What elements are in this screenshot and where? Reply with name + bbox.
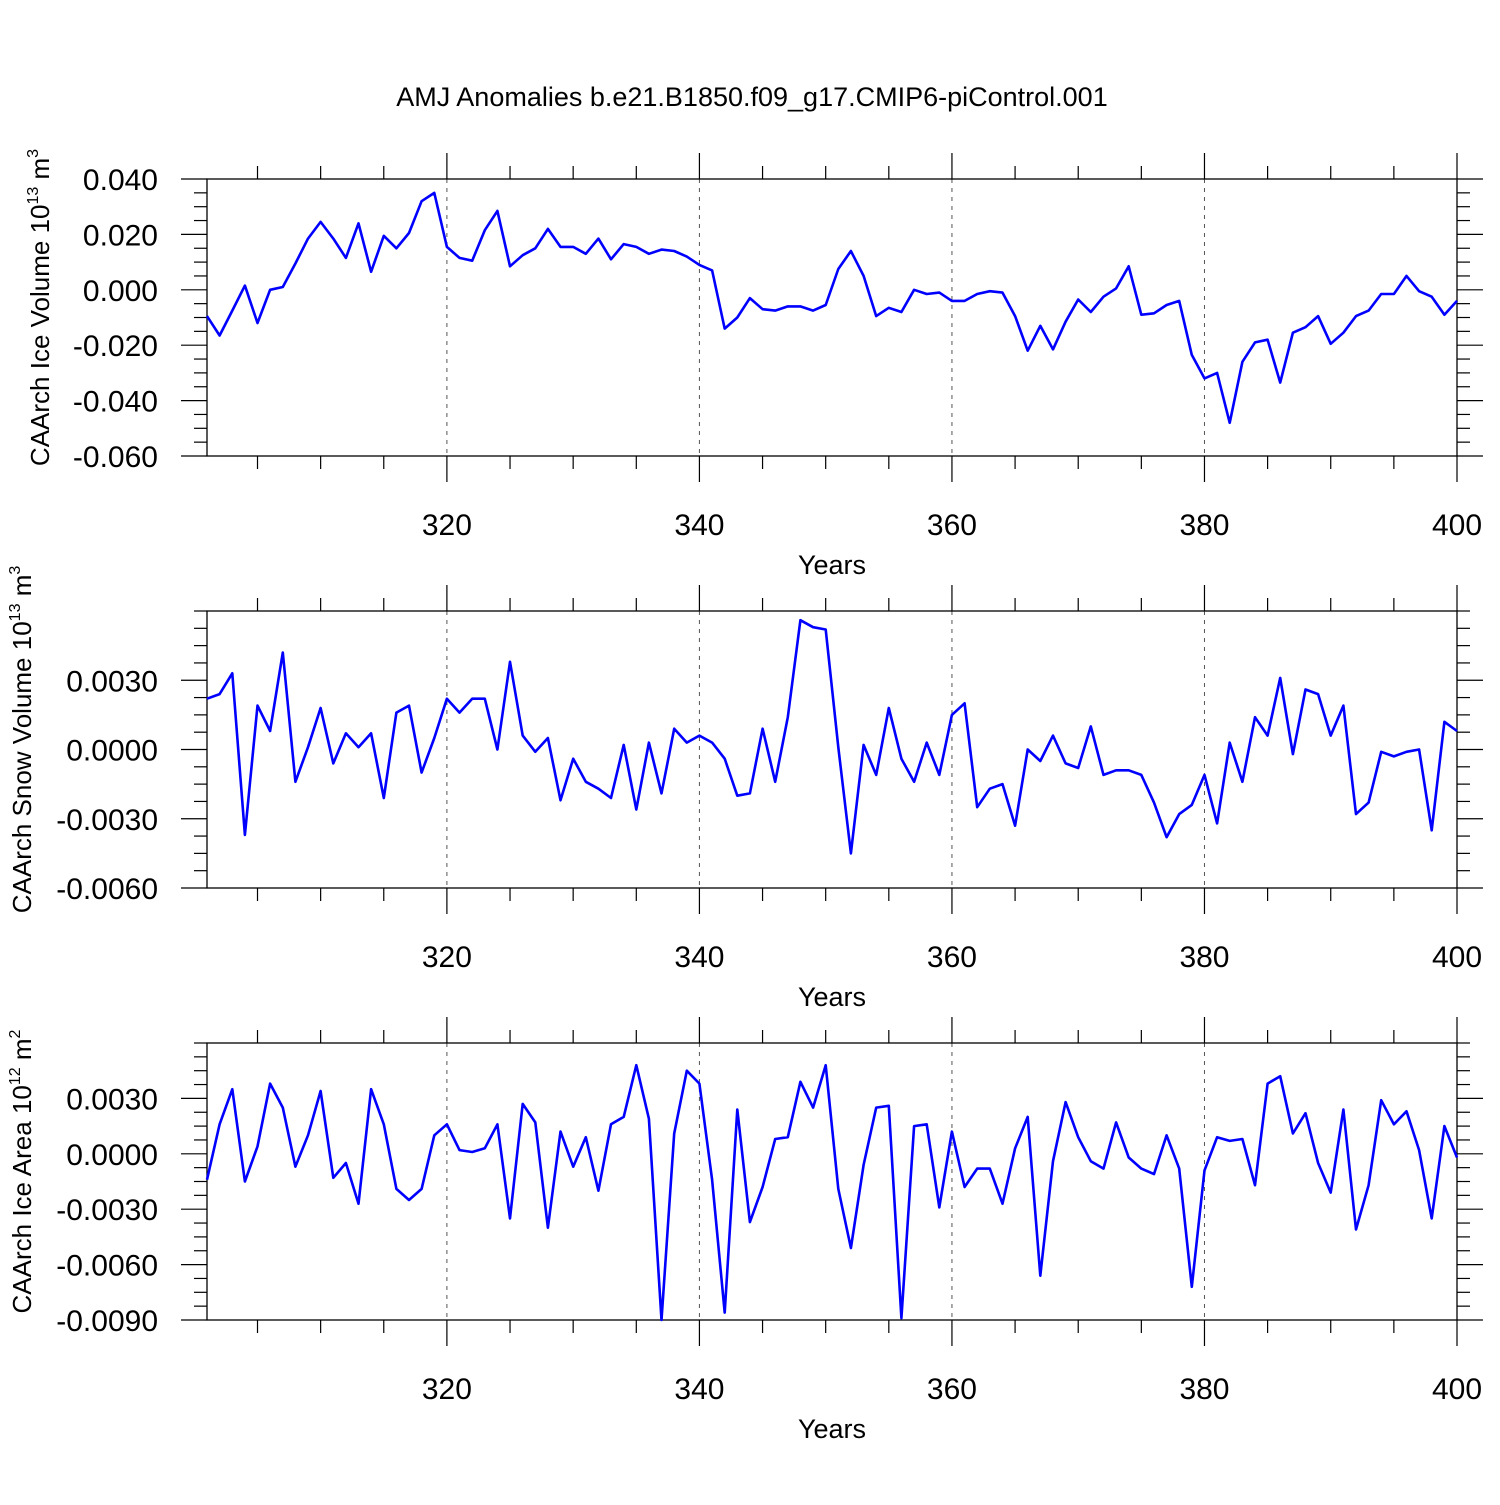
y-axis-label: CAArch Ice Volume 1013 m3	[25, 149, 55, 466]
y-axis-label-superscript: 12	[7, 1067, 24, 1085]
y-tick-label: 0.0000	[66, 1139, 158, 1172]
y-tick-label: 0.040	[83, 164, 158, 197]
y-axis-label-superscript: 3	[25, 149, 42, 158]
x-tick-label: 380	[1179, 509, 1229, 542]
x-axis-label: Years	[798, 550, 866, 580]
chart-title: AMJ Anomalies b.e21.B1850.f09_g17.CMIP6-…	[396, 82, 1107, 112]
y-axis-label-part: CAArch Snow Volume 10	[7, 621, 37, 913]
y-tick-label: -0.020	[73, 330, 158, 363]
y-tick-label: -0.0030	[56, 1194, 158, 1227]
x-tick-label: 360	[927, 509, 977, 542]
plot-frame	[206, 610, 1458, 889]
x-tick-label: 360	[927, 941, 977, 974]
y-axis-label-part: CAArch Ice Area 10	[7, 1085, 37, 1313]
series-line	[205, 191, 1458, 425]
y-tick-label: -0.060	[73, 441, 158, 474]
y-axis-label-part: m	[25, 158, 55, 187]
y-tick-label: -0.0060	[56, 1250, 158, 1283]
plot-frame	[206, 178, 1458, 457]
y-tick-label: -0.0030	[56, 804, 158, 837]
y-axis-label-superscript: 3	[7, 566, 24, 575]
y-axis-label-superscript: 13	[25, 187, 42, 205]
y-tick-label: -0.040	[73, 386, 158, 419]
y-tick-label: 0.0030	[66, 1083, 158, 1116]
x-tick-label: 360	[927, 1373, 977, 1406]
x-tick-label: 320	[422, 1373, 472, 1406]
y-tick-label: 0.000	[83, 275, 158, 308]
y-tick-label: 0.0030	[66, 665, 158, 698]
y-axis-label-part: m	[7, 1038, 37, 1067]
x-tick-label: 340	[674, 509, 724, 542]
x-tick-label: 380	[1179, 941, 1229, 974]
panel-3: 320 340 360 380 400 -0.0090 -0.0060 -0.0030 0.00…	[7, 1017, 1483, 1444]
y-axis-label-part: CAArch Ice Volume 10	[25, 205, 55, 467]
x-tick-label: 400	[1432, 1373, 1482, 1406]
y-tick-label: 0.020	[83, 219, 158, 252]
x-tick-label: 320	[422, 509, 472, 542]
y-axis-label: CAArch Ice Area 1012 m2	[7, 1029, 37, 1313]
y-tick-label: -0.0090	[56, 1305, 158, 1338]
y-axis-label-part: m	[7, 575, 37, 604]
x-tick-label: 400	[1432, 941, 1482, 974]
y-axis-label-superscript: 13	[7, 603, 24, 621]
x-tick-label: 340	[674, 941, 724, 974]
x-tick-label: 320	[422, 941, 472, 974]
y-tick-label: -0.0060	[56, 873, 158, 906]
x-tick-label: 400	[1432, 509, 1482, 542]
plot-frame	[206, 1042, 1458, 1321]
y-axis-label: CAArch Snow Volume 1013 m3	[7, 566, 37, 914]
y-axis-label-superscript: 2	[7, 1029, 24, 1038]
series-line	[205, 1063, 1459, 1322]
panel-1: 320 340 360 380 400 -0.060 -0.040 -0.020 0.000 0.…	[25, 149, 1483, 580]
y-tick-label: 0.0000	[66, 735, 158, 768]
x-tick-label: 380	[1179, 1373, 1229, 1406]
x-tick-label: 340	[674, 1373, 724, 1406]
x-axis-label: Years	[798, 1414, 866, 1444]
panel-2: 320 340 360 380 400 -0.0060 -0.0030 0.0000 0.003…	[7, 566, 1483, 1012]
x-axis-label: Years	[798, 982, 866, 1012]
series-line	[206, 618, 1458, 855]
